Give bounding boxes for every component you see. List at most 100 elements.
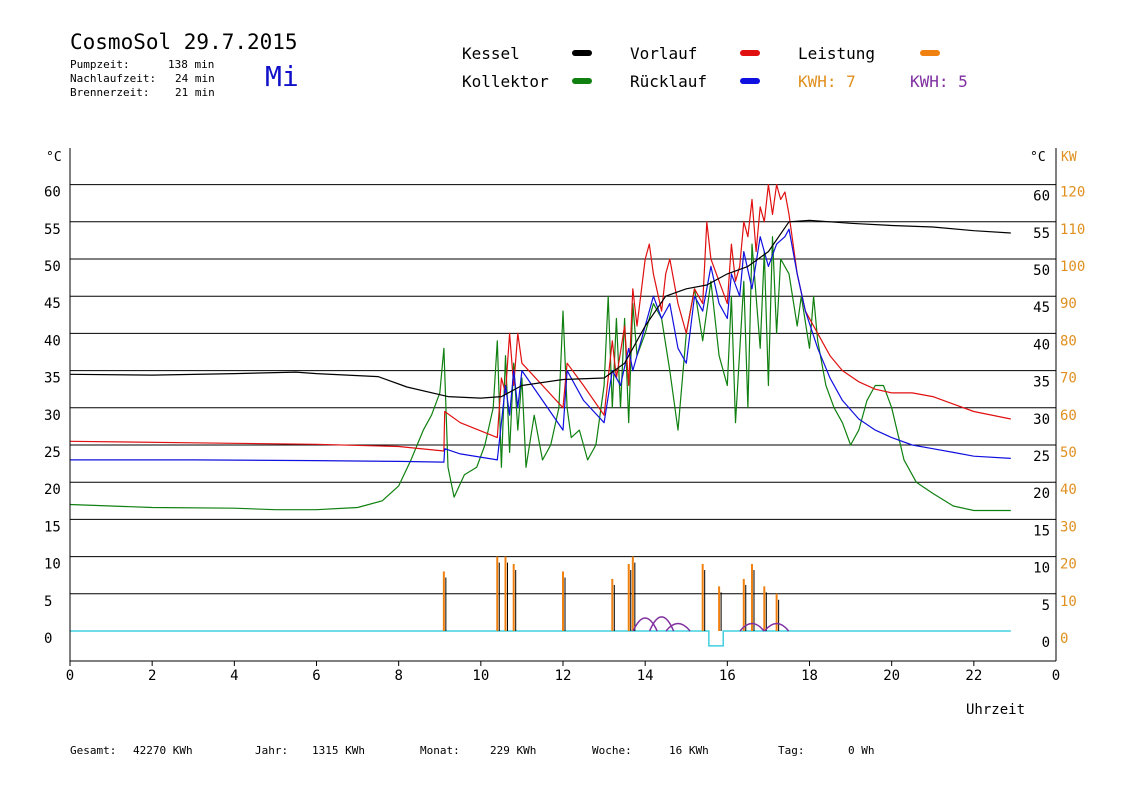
page-title: CosmoSol 29.7.2015 [70,30,298,54]
y-tick-right-60: 60 [1033,189,1050,205]
x-tick-6: 6 [312,668,320,684]
y-tick-left-15: 15 [44,519,61,535]
x-tick-18: 18 [801,668,818,684]
footer-gesamt-label: Gesamt: [70,744,117,757]
x-tick-end: 0 [1052,668,1060,684]
kw-tick-80: 80 [1060,333,1077,349]
y-tick-left-40: 40 [44,333,61,349]
legend-ruecklauf-swatch [740,78,760,84]
y-tick-right-40: 40 [1033,337,1050,353]
legend-kwh-2: KWH: 5 [910,72,968,91]
stat-value: 138 min [168,58,215,71]
x-tick-10: 10 [472,668,489,684]
y-tick-left-5: 5 [44,594,52,610]
stat-value: 21 min [175,86,215,99]
legend-leistung-swatch [920,50,940,56]
y-tick-left-30: 30 [44,408,61,424]
footer-jahr-value: 1315 KWh [312,744,365,757]
kw-tick-20: 20 [1060,557,1077,573]
x-tick-4: 4 [230,668,238,684]
kw-tick-110: 110 [1060,222,1085,238]
footer-woche-label: Woche: [592,744,632,757]
kw-tick-70: 70 [1060,371,1077,387]
power-bump-1 [648,616,675,632]
footer-gesamt-value: 42270 KWh [133,744,193,757]
y-tick-left-35: 35 [44,371,61,387]
x-tick-8: 8 [394,668,402,684]
footer-monat-value: 229 KWh [490,744,537,757]
x-tick-20: 20 [883,668,900,684]
stat-label: Pumpzeit: [70,58,130,71]
power-baseline [70,630,1011,647]
x-tick-0: 0 [66,668,74,684]
power-bump-4 [764,622,790,632]
stat-pumpzeit: Pumpzeit: [70,58,130,71]
kw-unit: KW [1061,150,1077,165]
power-bump-3 [739,622,765,632]
series-ruecklauf [70,228,1011,463]
y-tick-right-20: 20 [1033,486,1050,502]
footer-tag-value: 0 Wh [848,744,875,757]
series-kessel [69,219,1011,399]
power-bump-2 [665,622,691,632]
kw-tick-0: 0 [1060,631,1068,647]
y-tick-right-50: 50 [1033,263,1050,279]
y-tick-right-30: 30 [1033,412,1050,428]
kw-tick-10: 10 [1060,594,1077,610]
y-tick-left-25: 25 [44,445,61,461]
footer-tag-label: Tag: [778,744,805,757]
axes: 0510152025303540455055600510152025303540… [44,148,1085,718]
footer-monat-label: Monat: [420,744,460,757]
stat-value: 24 min [175,72,215,85]
stat-label: Nachlaufzeit: [70,72,157,85]
y-tick-left-20: 20 [44,482,61,498]
stat-brennerzeit: Brennerzeit: [70,86,149,99]
weekday-label: Mi [265,60,299,93]
power-bump-0 [632,617,658,632]
y-tick-left-55: 55 [44,222,61,238]
kw-tick-60: 60 [1060,408,1077,424]
kw-tick-50: 50 [1060,445,1077,461]
y-tick-right-10: 10 [1033,561,1050,577]
x-axis-label: Uhrzeit [966,702,1025,718]
y-tick-right-0: 0 [1042,635,1050,651]
kw-tick-30: 30 [1060,519,1077,535]
y-tick-right-25: 25 [1033,449,1050,465]
legend-kollektor-label: Kollektor [462,72,549,91]
y-unit-left: °C [46,150,62,165]
footer-woche-value: 16 KWh [669,744,709,757]
x-tick-12: 12 [555,668,572,684]
y-tick-left-10: 10 [44,557,61,573]
kw-tick-40: 40 [1060,482,1077,498]
y-tick-left-60: 60 [44,185,61,201]
grid [70,184,1056,595]
series-lines [69,184,1011,512]
kw-tick-120: 120 [1060,185,1085,201]
kw-tick-90: 90 [1060,296,1077,312]
power-series [70,556,1011,647]
y-tick-left-45: 45 [44,296,61,312]
stat-nachlaufzeit: Nachlaufzeit: [70,72,156,85]
legend-kwh-1: KWH: 7 [798,72,856,91]
legend-kessel-label: Kessel [462,44,520,63]
legend-kessel-swatch [572,50,592,56]
footer-jahr-label: Jahr: [255,744,289,757]
y-tick-right-45: 45 [1033,300,1050,316]
y-tick-left-50: 50 [44,259,61,275]
y-tick-right-5: 5 [1042,598,1050,614]
x-tick-2: 2 [148,668,156,684]
kw-tick-100: 100 [1060,259,1085,275]
y-unit-right: °C [1030,150,1046,165]
y-tick-right-15: 15 [1033,523,1050,539]
y-tick-left-0: 0 [44,631,52,647]
legend-vorlauf-swatch [740,50,760,56]
legend-kollektor-swatch [572,78,592,84]
stat-label: Brennerzeit: [70,86,150,99]
x-tick-16: 16 [719,668,736,684]
x-tick-14: 14 [637,668,654,684]
legend-ruecklauf-label: Rücklauf [630,72,708,91]
legend-leistung-label: Leistung [798,44,876,63]
y-tick-right-35: 35 [1033,375,1050,391]
x-tick-22: 22 [965,668,982,684]
